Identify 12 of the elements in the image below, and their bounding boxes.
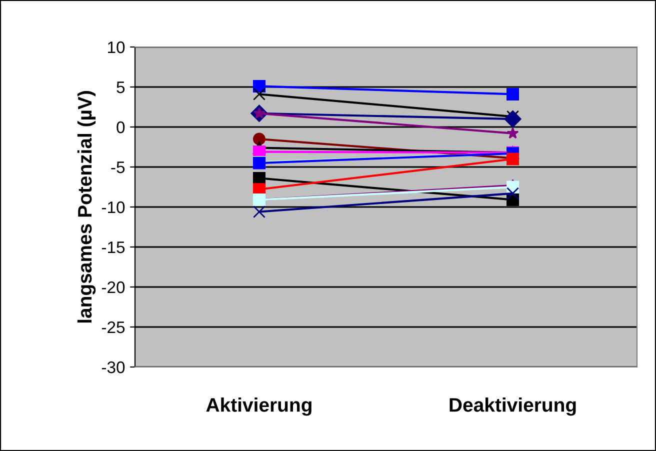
y-tick-label: -5	[111, 162, 125, 174]
x-tick-label: Aktivierung	[206, 398, 312, 416]
x-tick-label: Deaktivierung	[450, 398, 576, 416]
y-tick-label: -30	[102, 361, 125, 374]
y-tick-label: 5	[116, 82, 125, 94]
y-tick-label: 0	[116, 121, 125, 134]
y-tick-label: -10	[102, 201, 125, 214]
y-tick-label: -20	[102, 281, 125, 294]
y-axis-title: langsames Potenzial (µV)	[77, 91, 96, 323]
y-tick-label: -15	[102, 242, 125, 254]
y-tick-label: -25	[102, 321, 125, 334]
y-tick-label: 10	[108, 41, 125, 54]
